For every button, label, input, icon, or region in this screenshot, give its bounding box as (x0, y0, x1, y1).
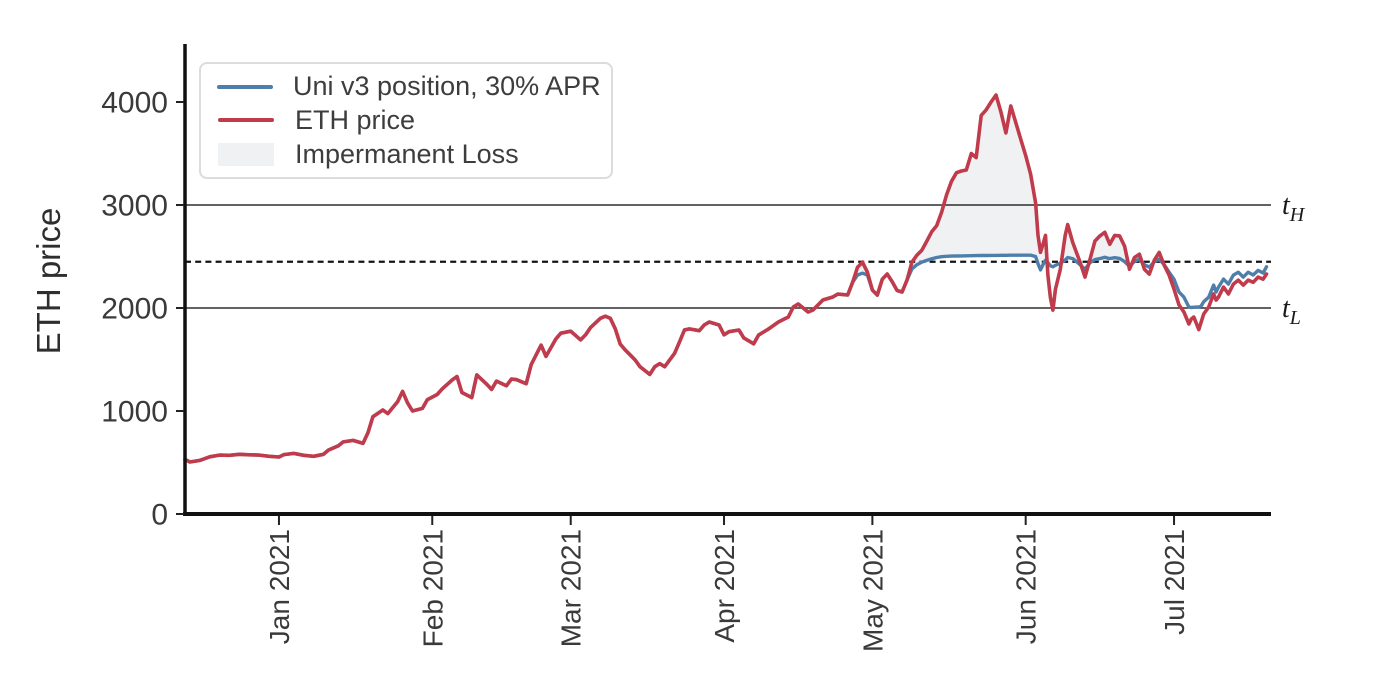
legend-item-eth-price: ETH price (217, 104, 595, 137)
x-tick-label: May 2021 (857, 529, 888, 652)
uni-v3-position-line (183, 253, 1269, 464)
t-h-label: tH (1282, 190, 1306, 226)
x-tick-label: Jun 2021 (1011, 529, 1042, 644)
impermanent-loss-area (185, 95, 1267, 462)
y-tick-label: 0 (151, 499, 168, 532)
y-axis-label: ETH price (30, 208, 67, 355)
legend-item-uni-v3: Uni v3 position, 30% APR (217, 70, 601, 103)
legend-label-uni-v3: Uni v3 position, 30% APR (293, 71, 601, 102)
x-tick-label: Jul 2021 (1159, 529, 1190, 635)
legend-item-impermanent-loss: Impermanent Loss (217, 138, 595, 171)
uni-v3-line-swatch (217, 84, 273, 89)
x-tick-label: Feb 2021 (417, 529, 448, 647)
y-tick-label: 4000 (101, 87, 168, 120)
x-tick-label: Jan 2021 (264, 529, 295, 644)
x-tick-label: Apr 2021 (709, 529, 740, 643)
y-tick-label: 2000 (101, 293, 168, 326)
y-tick-label: 3000 (101, 190, 168, 223)
x-tick-label: Mar 2021 (556, 529, 587, 647)
impermanent-loss-patch-swatch (218, 142, 274, 166)
legend-label-eth-price: ETH price (295, 104, 416, 135)
eth-price-line-swatch (218, 118, 274, 123)
legend-label-impermanent-loss: Impermanent Loss (295, 138, 519, 169)
eth-price-line (183, 93, 1269, 464)
y-tick-label: 1000 (101, 396, 168, 429)
t-l-label: tL (1282, 293, 1301, 329)
legend: Uni v3 position, 30% APR ETH price Imper… (199, 62, 613, 179)
